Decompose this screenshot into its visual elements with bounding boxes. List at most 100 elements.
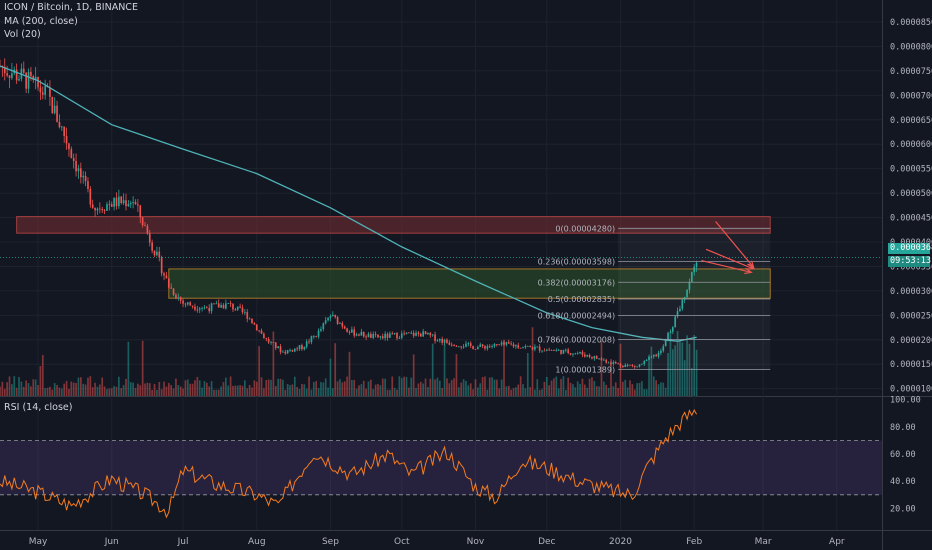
candle-body: [474, 349, 477, 350]
candle-body: [484, 346, 486, 349]
candle-body: [398, 337, 401, 339]
candle-body: [667, 332, 669, 340]
volume-bar: [576, 381, 579, 396]
volume-bar: [624, 379, 627, 396]
y-tick-label: 0.00006500: [890, 116, 932, 126]
x-tick-label: May: [29, 537, 48, 547]
candle-body: [522, 347, 524, 349]
candle-body: [605, 359, 608, 363]
candle-body: [631, 365, 634, 366]
candle-body: [614, 361, 617, 364]
fib-level-label: 0.618(0.00002494): [538, 312, 616, 321]
candle-body: [362, 331, 365, 337]
volume-bar: [358, 385, 360, 396]
candle-body: [77, 168, 80, 172]
volume-bar: [443, 344, 446, 396]
volume-bar: [236, 385, 239, 396]
resistance-zone: [16, 216, 771, 234]
y-tick-label: 0.00003000: [890, 287, 932, 297]
volume-bar: [465, 380, 467, 396]
candle-body: [60, 126, 63, 128]
volume-bar: [396, 389, 398, 396]
volume-bar: [296, 386, 299, 396]
volume-bar: [210, 381, 213, 396]
volume-bar: [372, 389, 375, 396]
candle-body: [534, 346, 536, 350]
volume-bar: [605, 384, 608, 396]
candle-body: [415, 332, 417, 336]
volume-bar: [441, 388, 444, 396]
candle-body: [526, 345, 529, 347]
volume-bar: [255, 381, 258, 396]
volume-bar: [158, 382, 161, 396]
candle-body: [507, 342, 510, 344]
drawn-arrows[interactable]: [701, 221, 756, 275]
volume-bar: [248, 384, 251, 396]
volume-bar: [139, 385, 142, 396]
candle-body: [191, 305, 194, 307]
volume-bar: [220, 386, 222, 396]
volume-bar: [488, 377, 491, 396]
candle-body: [695, 262, 698, 267]
volume-bar: [286, 383, 289, 396]
volume-bar: [550, 380, 553, 396]
volume-bar: [479, 383, 482, 396]
volume-bar: [6, 382, 8, 396]
volume-bar: [165, 386, 168, 396]
vol-legend[interactable]: Vol (20): [4, 29, 41, 40]
candle-body: [412, 332, 415, 336]
volume-bar: [491, 377, 493, 396]
rsi-legend[interactable]: RSI (14, close): [4, 402, 73, 413]
volume-bar: [671, 349, 674, 396]
symbol-legend[interactable]: ICON / Bitcoin, 1D, BINANCE: [4, 2, 138, 13]
rsi-tick-label: 80.00: [890, 423, 916, 433]
volume-bar: [362, 380, 365, 396]
candle-body: [496, 344, 498, 345]
candle-body: [626, 364, 629, 366]
volume-bar: [110, 388, 113, 396]
volume-bar: [450, 380, 453, 396]
candle-body: [267, 338, 270, 343]
candle-body: [448, 342, 451, 345]
volume-bar: [213, 389, 215, 396]
candle-body: [68, 143, 70, 150]
volume-bar: [460, 382, 463, 396]
volume-bar: [370, 379, 372, 396]
fib-retracement[interactable]: 0(0.00004280) 0.236(0.00003598) 0.382(0.00…: [0, 224, 882, 375]
candle-body: [683, 297, 686, 300]
candle-body: [220, 305, 222, 308]
candle-body: [436, 340, 439, 342]
volume-bar: [462, 379, 465, 396]
volume-bar: [265, 380, 268, 396]
volume-bar: [63, 383, 66, 396]
volume-bar: [403, 376, 405, 396]
volume-bar: [270, 379, 272, 396]
ma-legend[interactable]: MA (200, close): [4, 16, 78, 27]
candle-body: [638, 364, 641, 367]
candle-body: [312, 336, 315, 337]
volume-bar: [453, 378, 455, 396]
rsi-panel: [0, 409, 882, 519]
volume-bar: [679, 340, 681, 396]
volume-bar: [664, 387, 667, 396]
arrow-1: [715, 221, 755, 268]
volume-bar: [115, 386, 118, 396]
volume-bar: [324, 378, 327, 396]
volume-bar: [125, 378, 127, 396]
volume-bar: [113, 386, 115, 396]
volume-bar: [522, 384, 524, 396]
candle-body: [115, 197, 118, 207]
volume-bar: [189, 383, 192, 396]
volume-bar: [424, 378, 427, 396]
volume-bar: [37, 384, 39, 396]
volume-bar: [227, 385, 230, 396]
volume-bar: [422, 383, 425, 396]
candle-body: [30, 71, 32, 77]
candle-body: [557, 349, 560, 351]
volume-bar: [415, 387, 417, 396]
volume-bar: [156, 389, 158, 396]
candle-body: [248, 318, 251, 320]
volume-bar: [127, 341, 130, 396]
volume-bar: [510, 389, 512, 396]
